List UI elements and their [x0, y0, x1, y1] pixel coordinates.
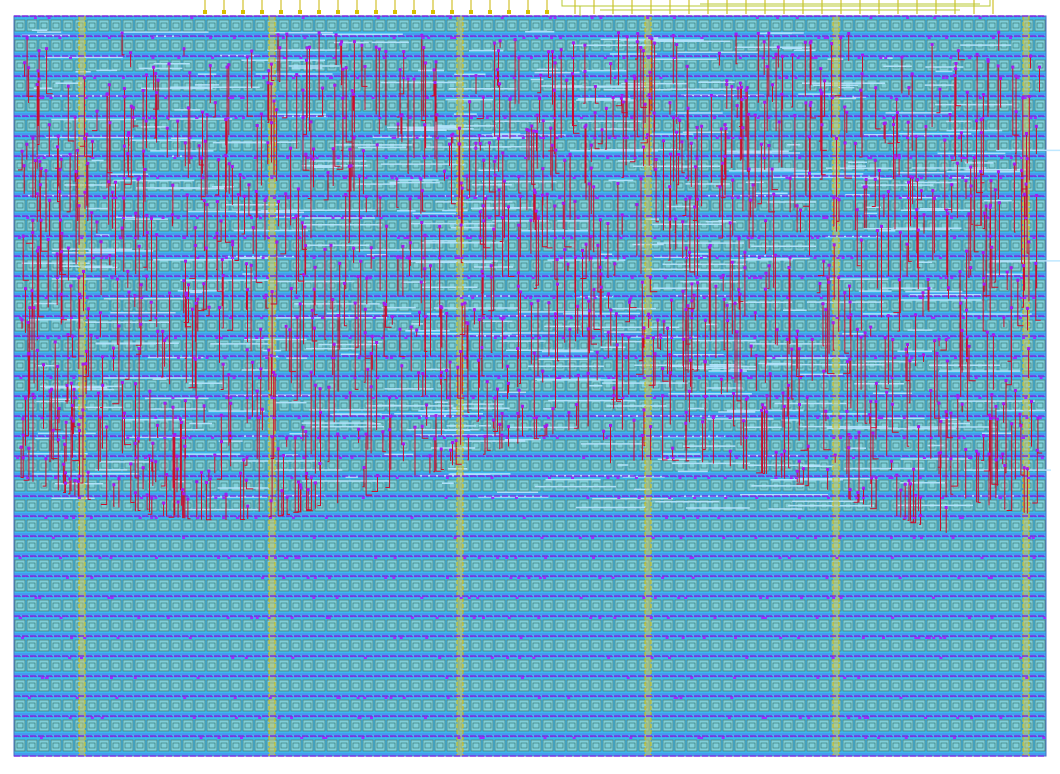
- routing: [14, 0, 1060, 757]
- power-stripe: [269, 16, 275, 756]
- cell-rows: [13, 15, 1047, 757]
- row-rail: [14, 15, 1046, 757]
- power-stripe: [79, 16, 85, 756]
- pin: [203, 10, 549, 14]
- power-stripe: [457, 16, 463, 756]
- via: [16, 17, 1047, 739]
- pin-bus: [561, 0, 991, 16]
- power-stripe: [833, 16, 839, 756]
- power-stripe: [645, 16, 651, 756]
- power-stripe: [1023, 16, 1029, 756]
- pin-lead: [204, 0, 994, 14]
